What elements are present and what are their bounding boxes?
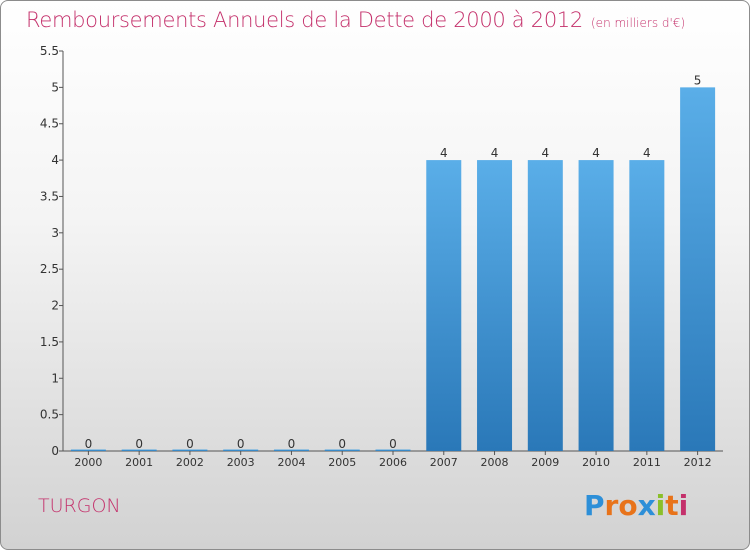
bar bbox=[172, 449, 208, 451]
y-tick-label: 3.5 bbox=[40, 189, 59, 203]
y-tick-label: 4 bbox=[51, 153, 59, 167]
bar-value-label: 0 bbox=[288, 437, 296, 451]
bar bbox=[527, 160, 563, 451]
proxiti-logo: Proxiti bbox=[584, 489, 688, 522]
logo-letter: o bbox=[618, 489, 638, 522]
logo-letter: i bbox=[655, 489, 666, 522]
bar bbox=[70, 449, 106, 451]
bar-value-label: 0 bbox=[186, 437, 194, 451]
bar bbox=[375, 449, 411, 451]
x-tick-label: 2009 bbox=[531, 456, 559, 469]
bar-value-label: 0 bbox=[135, 437, 143, 451]
bar-value-label: 0 bbox=[85, 437, 93, 451]
x-tick-label: 2000 bbox=[74, 456, 102, 469]
bar-value-label: 4 bbox=[491, 146, 499, 160]
bar-value-label: 4 bbox=[592, 146, 600, 160]
bar bbox=[223, 449, 259, 451]
logo-letter: x bbox=[637, 489, 656, 522]
bar-value-label: 0 bbox=[237, 437, 245, 451]
bar-value-label: 0 bbox=[338, 437, 346, 451]
x-tick-label: 2007 bbox=[430, 456, 458, 469]
x-tick-label: 2005 bbox=[328, 456, 356, 469]
bar-value-label: 0 bbox=[389, 437, 397, 451]
bar-value-label: 4 bbox=[541, 146, 549, 160]
y-tick-label: 0.5 bbox=[40, 408, 59, 422]
x-tick-label: 2011 bbox=[633, 456, 661, 469]
logo-letter: i bbox=[678, 489, 689, 522]
y-tick-label: 5 bbox=[51, 80, 59, 94]
chart-title: Remboursements Annuels de la Dette de 20… bbox=[26, 8, 685, 32]
y-tick-label: 5.5 bbox=[40, 44, 59, 58]
bar bbox=[477, 160, 513, 451]
bar-value-label: 5 bbox=[694, 73, 702, 87]
unit-note: (en milliers d'€) bbox=[591, 16, 686, 30]
bar-value-label: 4 bbox=[440, 146, 448, 160]
x-tick-label: 2012 bbox=[684, 456, 712, 469]
y-tick-label: 4.5 bbox=[40, 117, 59, 131]
logo-letter: t bbox=[665, 489, 679, 522]
y-tick-label: 2 bbox=[51, 299, 59, 313]
bar bbox=[121, 449, 157, 451]
x-tick-label: 2002 bbox=[176, 456, 204, 469]
logo-letter: P bbox=[584, 489, 605, 522]
bar bbox=[273, 449, 309, 451]
chart-title-text: Remboursements Annuels de la Dette de 20… bbox=[26, 8, 583, 32]
x-tick-label: 2006 bbox=[379, 456, 407, 469]
bar bbox=[324, 449, 360, 451]
y-tick-label: 3 bbox=[51, 226, 59, 240]
bar-value-label: 4 bbox=[643, 146, 651, 160]
logo-letter: r bbox=[604, 489, 619, 522]
x-tick-label: 2004 bbox=[277, 456, 305, 469]
y-tick-label: 1.5 bbox=[40, 335, 59, 349]
bar bbox=[629, 160, 665, 451]
x-tick-label: 2003 bbox=[227, 456, 255, 469]
bar bbox=[680, 87, 716, 451]
commune-name: TURGON bbox=[38, 495, 121, 517]
bar bbox=[426, 160, 462, 451]
bar bbox=[578, 160, 614, 451]
y-tick-label: 1 bbox=[51, 371, 59, 385]
x-tick-label: 2010 bbox=[582, 456, 610, 469]
x-tick-label: 2001 bbox=[125, 456, 153, 469]
x-tick-label: 2008 bbox=[481, 456, 509, 469]
y-tick-label: 0 bbox=[51, 444, 59, 458]
y-tick-label: 2.5 bbox=[40, 262, 59, 276]
